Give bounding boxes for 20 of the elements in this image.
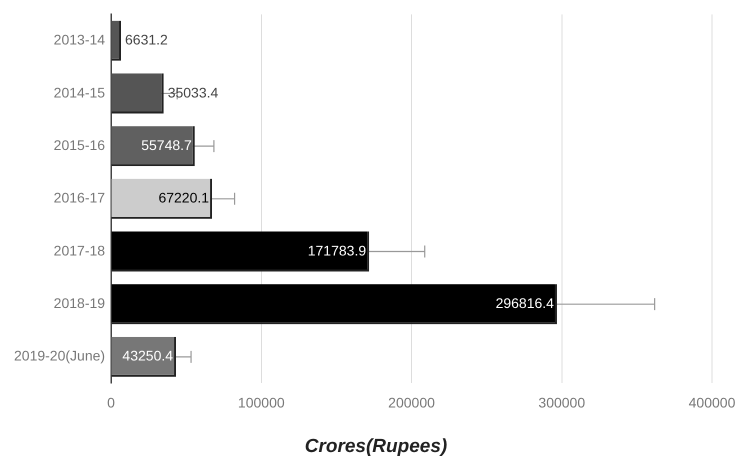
- data-label: 43250.4: [122, 348, 174, 364]
- y-tick-label: 2015-16: [54, 136, 106, 153]
- data-label: 171783.9: [308, 242, 366, 258]
- y-tick-label: 2016-17: [54, 190, 106, 206]
- y-tick-label: 2013-14: [54, 32, 106, 48]
- x-tick-label: 200000: [388, 394, 436, 410]
- x-tick-label: 400000: [688, 394, 736, 410]
- data-label: 67220.1: [158, 190, 210, 206]
- y-tick-label: 2019-20(June): [14, 348, 106, 364]
- x-tick-label: 100000: [238, 394, 285, 410]
- data-label: 6631.2: [125, 32, 168, 48]
- y-tick-label: 2018-19: [54, 295, 106, 312]
- x-tick-label: 0: [107, 394, 116, 410]
- y-tick-label: 2017-18: [54, 242, 106, 258]
- x-tick-label: 300000: [538, 394, 586, 410]
- data-label: 296816.4: [496, 295, 554, 312]
- x-axis-title: Crores(Rupees): [304, 436, 448, 458]
- y-tick-label: 2014-15: [54, 84, 106, 100]
- data-label: 55748.7: [141, 136, 192, 153]
- data-label: 35033.4: [168, 84, 219, 100]
